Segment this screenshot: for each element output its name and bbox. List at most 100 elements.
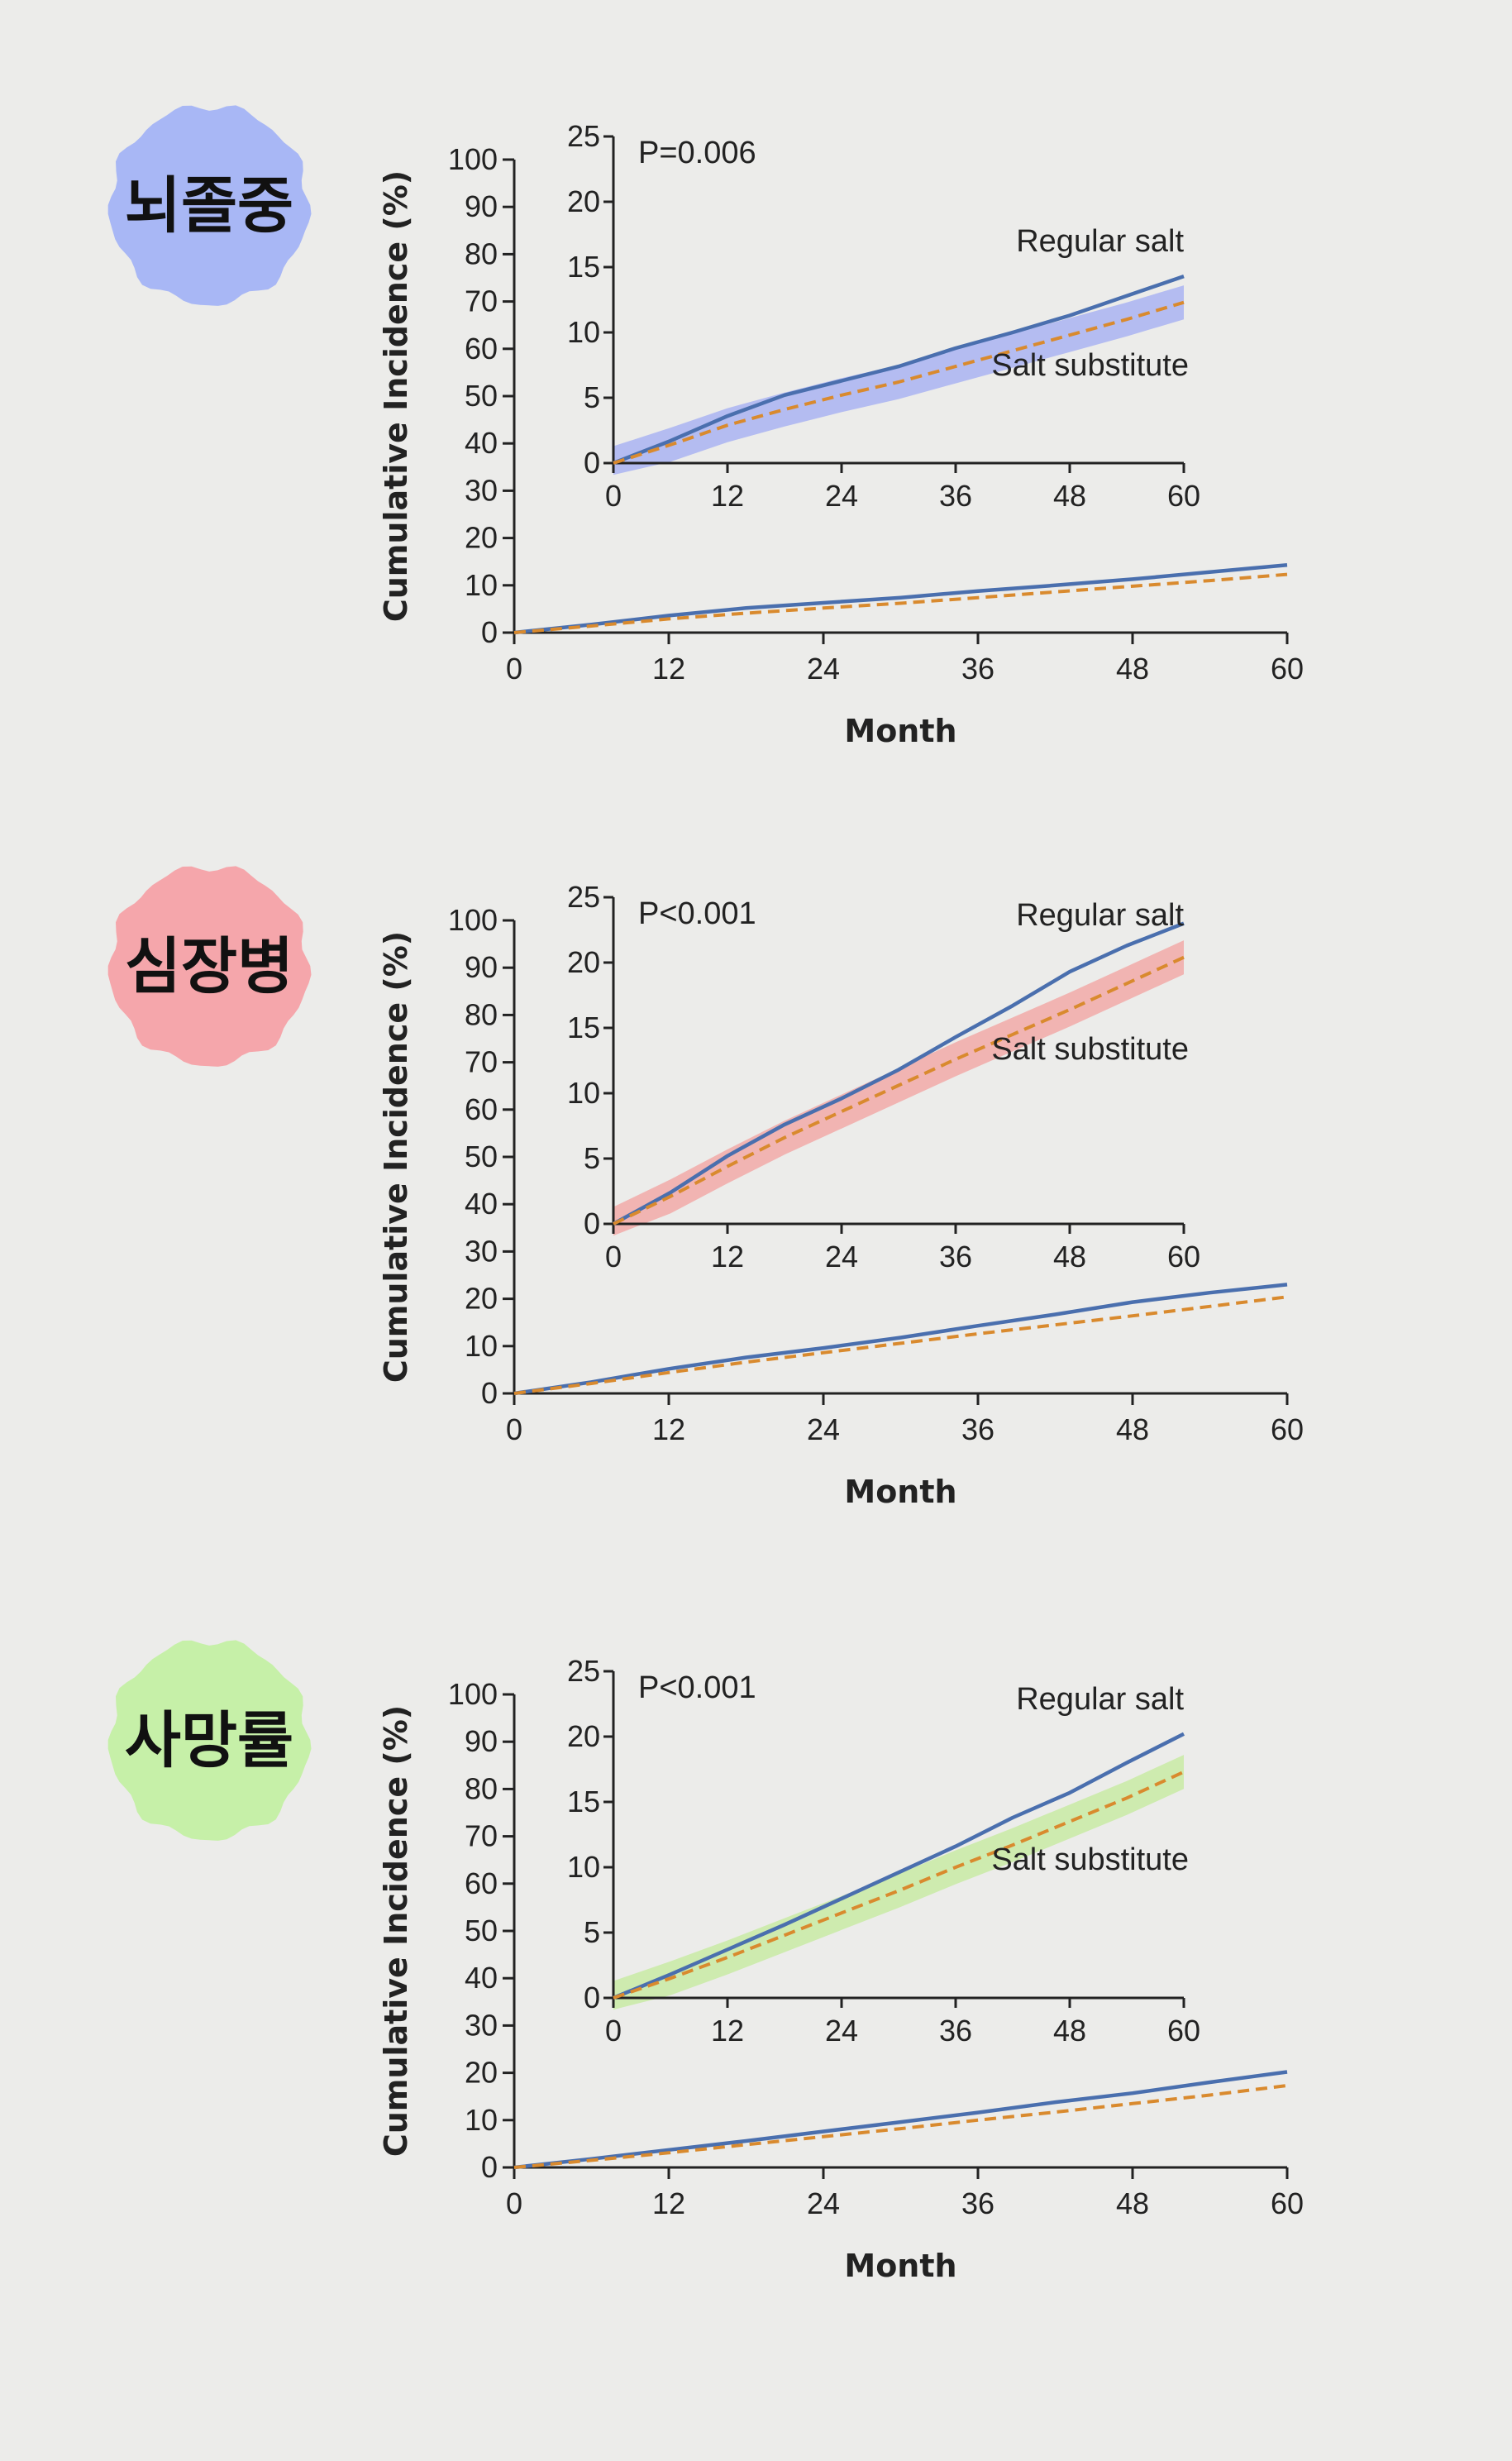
main-x-tick-label: 60: [1271, 2186, 1304, 2220]
main-x-tick-label: 0: [506, 652, 522, 686]
inset-x-tick-label: 0: [605, 479, 622, 513]
main-y-tick-label: 10: [465, 2103, 498, 2137]
main-y-tick-label: 40: [465, 1961, 498, 1995]
main-y-tick-label: 60: [465, 1092, 498, 1126]
main-y-tick-label: 10: [465, 1329, 498, 1363]
main-y-tick-label: 80: [465, 997, 498, 1031]
main-y-axis-title: Cumulative Incidence (%): [378, 931, 414, 1383]
inset-x-tick-label: 60: [1167, 479, 1200, 513]
inset-y-tick-label: 20: [567, 184, 600, 218]
main-y-tick-label: 80: [465, 237, 498, 270]
main-y-tick-label: 50: [465, 379, 498, 413]
main-y-tick-label: 30: [465, 1234, 498, 1268]
panel-badge: [107, 866, 312, 1067]
inset-x-tick-label: 12: [711, 479, 744, 513]
main-x-tick-label: 24: [807, 2186, 840, 2220]
inset-label-regular-salt: Regular salt: [1016, 898, 1184, 933]
inset-y-tick-label: 15: [567, 1785, 600, 1818]
main-series-regular-salt-line: [513, 562, 1288, 635]
main-y-tick-label: 70: [465, 1045, 498, 1079]
inset-y-tick-label: 0: [584, 1981, 600, 2014]
main-x-tick-label: 24: [807, 652, 840, 686]
main-series-salt-substitute-line: [513, 572, 1288, 634]
inset-y-tick-label: 15: [567, 1011, 600, 1044]
inset-x-tick-label: 48: [1053, 1240, 1086, 1274]
main-y-tick-label: 100: [448, 903, 498, 937]
main-y-axis-title: Cumulative Incidence (%): [378, 170, 414, 622]
inset-y-tick-label: 0: [584, 1207, 600, 1240]
main-y-tick-label: 70: [465, 284, 498, 318]
inset-series-regular-salt-line: [613, 1732, 1185, 2000]
main-x-tick-label: 48: [1116, 1412, 1149, 1446]
inset-x-tick-label: 0: [605, 2014, 622, 2048]
main-x-tick-label: 36: [961, 1412, 994, 1446]
inset-confidence-band: [613, 940, 1184, 1236]
inset-series-regular-salt-line: [613, 274, 1185, 466]
inset-x-tick-label: 12: [711, 1240, 744, 1274]
main-x-axis-title: Month: [844, 2248, 956, 2284]
main-x-tick-label: 12: [652, 1412, 685, 1446]
main-y-tick-label: 100: [448, 1677, 498, 1711]
main-y-tick-label: 60: [465, 332, 498, 366]
inset-label-salt-substitute: Salt substitute: [991, 1032, 1189, 1067]
inset-y-tick-label: 20: [567, 1719, 600, 1753]
inset-label-salt-substitute: Salt substitute: [991, 348, 1189, 383]
panel-label: 사망률: [125, 1705, 293, 1776]
main-y-tick-label: 80: [465, 1771, 498, 1805]
inset-x-tick-label: 60: [1167, 1240, 1200, 1274]
inset-y-tick-label: 15: [567, 250, 600, 284]
main-x-tick-label: 48: [1116, 652, 1149, 686]
main-y-tick-label: 20: [465, 1282, 498, 1316]
main-series-regular-salt-line: [513, 1283, 1288, 1396]
inset-x-tick-label: 36: [939, 479, 972, 513]
main-x-tick-label: 48: [1116, 2186, 1149, 2220]
panel-label: 심장병: [125, 931, 293, 1002]
inset-x-tick-label: 24: [825, 479, 858, 513]
inset-y-tick-label: 25: [567, 1654, 600, 1688]
inset-p-value: P<0.001: [638, 1670, 756, 1705]
main-y-tick-label: 60: [465, 1866, 498, 1900]
panel-label: 뇌졸중: [125, 170, 293, 241]
inset-confidence-band: [613, 285, 1184, 475]
main-series-salt-substitute-line: [513, 2084, 1288, 2169]
inset-series-salt-substitute-line: [613, 955, 1185, 1226]
inset-series-salt-substitute-line: [613, 300, 1185, 465]
inset-label-salt-substitute: Salt substitute: [991, 1842, 1189, 1877]
inset-y-tick-label: 10: [567, 1850, 600, 1884]
main-y-tick-label: 40: [465, 426, 498, 460]
main-y-tick-label: 50: [465, 1914, 498, 1947]
main-y-tick-label: 20: [465, 521, 498, 555]
main-y-tick-label: 0: [481, 1376, 498, 1410]
panel-badge: [107, 105, 312, 306]
main-x-tick-label: 24: [807, 1412, 840, 1446]
main-x-tick-label: 60: [1271, 652, 1304, 686]
main-y-tick-label: 20: [465, 2056, 498, 2090]
main-x-tick-label: 12: [652, 652, 685, 686]
inset-series-salt-substitute-line: [613, 1770, 1185, 2000]
main-y-tick-label: 100: [448, 142, 498, 176]
main-x-tick-label: 12: [652, 2186, 685, 2220]
main-x-tick-label: 36: [961, 2186, 994, 2220]
main-y-tick-label: 90: [465, 1724, 498, 1758]
inset-p-value: P<0.001: [638, 896, 756, 931]
inset-series-regular-salt-line: [612, 921, 1185, 1226]
main-y-tick-label: 90: [465, 189, 498, 223]
main-x-tick-label: 0: [506, 2186, 522, 2220]
inset-y-tick-label: 0: [584, 446, 600, 480]
main-x-axis-title: Month: [844, 713, 956, 749]
inset-y-tick-label: 25: [567, 119, 600, 153]
inset-x-tick-label: 36: [939, 2014, 972, 2048]
main-x-tick-label: 0: [506, 1412, 522, 1446]
main-y-tick-label: 40: [465, 1187, 498, 1221]
main-y-tick-label: 30: [465, 473, 498, 507]
inset-x-tick-label: 24: [825, 1240, 858, 1274]
inset-x-tick-label: 12: [711, 2014, 744, 2048]
main-x-axis-title: Month: [844, 1474, 956, 1510]
main-y-tick-label: 0: [481, 615, 498, 649]
inset-label-regular-salt: Regular salt: [1016, 224, 1184, 259]
